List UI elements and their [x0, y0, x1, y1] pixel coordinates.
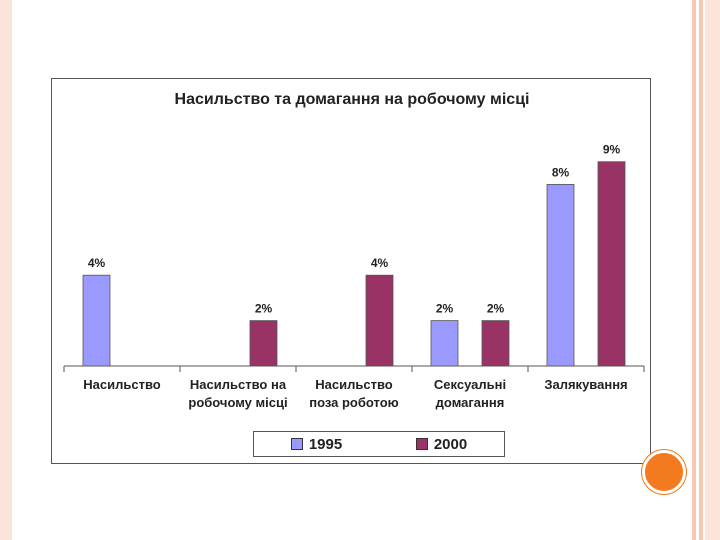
bar-2000-4: [597, 161, 626, 367]
category-label-3: домагання: [436, 395, 505, 410]
chart-frame: Насильство та домагання на робочому місц…: [51, 78, 651, 464]
slide-border-left: [0, 0, 12, 540]
data-label-2000-2: 4%: [371, 256, 389, 270]
data-label-2000-1: 2%: [255, 302, 273, 316]
legend-swatch-2000: [415, 438, 428, 450]
data-label-1995-0: 4%: [88, 256, 106, 270]
decorative-orange-circle: [642, 450, 686, 494]
category-label-3: Сексуальні: [434, 377, 506, 392]
bar-2000-2: [365, 274, 394, 367]
bar-1995-3: [430, 320, 459, 367]
legend-item-2000: 2000: [415, 435, 468, 453]
data-label-2000-4: 9%: [603, 143, 621, 157]
category-label-2: поза роботою: [309, 395, 399, 410]
chart-title: Насильство та домагання на робочому місц…: [174, 91, 530, 108]
category-label-1: робочому місці: [188, 395, 287, 410]
bar-1995-4: [546, 184, 575, 367]
data-label-2000-3: 2%: [487, 302, 505, 316]
legend-swatch-1995: [290, 438, 303, 450]
category-label-0: Насильство: [83, 377, 161, 392]
bar-chart: 4% Насильство 2% Насильство на робочому місц…: [63, 143, 645, 410]
data-label-1995-4: 8%: [552, 165, 570, 179]
slide-border-right-stripe: [692, 0, 696, 540]
category-label-4: Залякування: [544, 377, 627, 392]
bar-2000-1: [249, 320, 278, 367]
legend-item-1995: 1995: [290, 435, 343, 453]
slide-border-right: [705, 0, 720, 540]
legend-label-1995: 1995: [308, 435, 343, 453]
category-label-1: Насильство на: [190, 377, 287, 392]
legend-label-2000: 2000: [433, 435, 468, 453]
category-label-2: Насильство: [315, 377, 393, 392]
slide-border-right-stripe: [699, 0, 703, 540]
bar-2000-3: [481, 320, 510, 367]
bar-1995-0: [82, 274, 111, 367]
chart-legend: 1995 2000: [253, 431, 505, 457]
data-label-1995-3: 2%: [436, 302, 454, 316]
